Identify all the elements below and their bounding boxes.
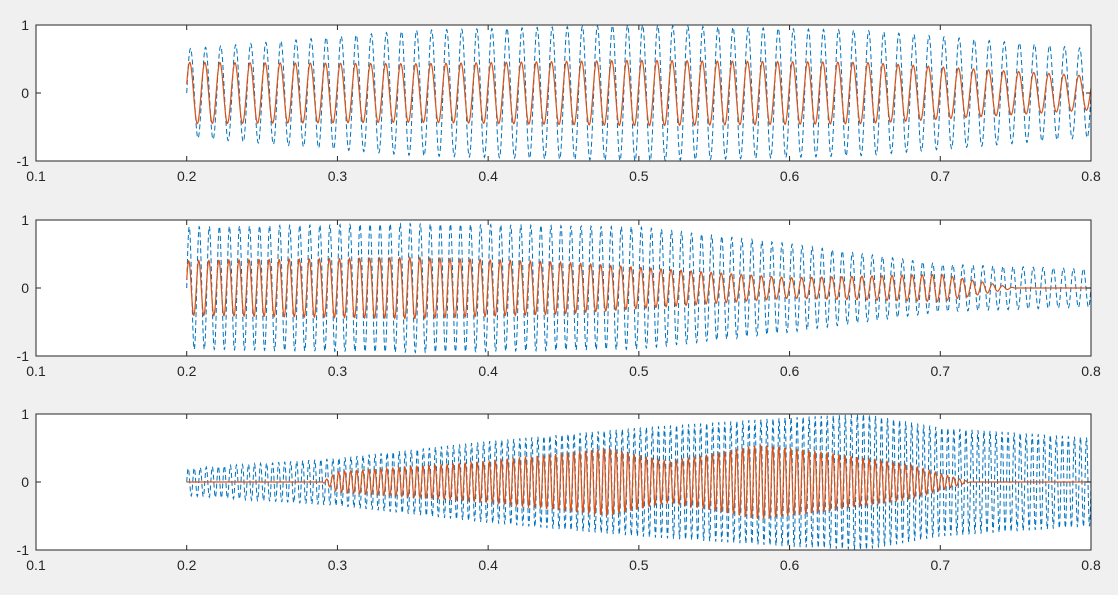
xtick-label: 0.4 bbox=[478, 168, 498, 184]
axes-border bbox=[35, 413, 1092, 551]
xtick-label: 0.6 bbox=[780, 557, 800, 573]
xtick-label: 0.2 bbox=[177, 168, 197, 184]
xtick-label: 0.4 bbox=[478, 557, 498, 573]
ytick-label-mid: 0 bbox=[21, 474, 29, 490]
xtick-label: 0.2 bbox=[177, 363, 197, 379]
series-line-solid bbox=[186, 59, 1092, 127]
ytick-label-bottom: -1 bbox=[17, 153, 30, 169]
xtick-label: 0.7 bbox=[931, 168, 951, 184]
series-line-dashed bbox=[186, 23, 1092, 163]
xtick-label: 0.4 bbox=[478, 363, 498, 379]
xtick-label: 0.1 bbox=[26, 363, 46, 379]
xtick-label: 0.1 bbox=[26, 557, 46, 573]
xtick-label: 0.2 bbox=[177, 557, 197, 573]
xtick-label: 0.5 bbox=[629, 557, 649, 573]
xtick-label: 0.3 bbox=[328, 168, 348, 184]
ytick-label-mid: 0 bbox=[21, 85, 29, 101]
xtick-label: 0.5 bbox=[629, 363, 649, 379]
xtick-label: 0.6 bbox=[780, 168, 800, 184]
series-layer bbox=[186, 414, 1092, 550]
ytick-label-top: 1 bbox=[21, 406, 29, 422]
series-layer bbox=[186, 23, 1092, 163]
ytick-label-top: 1 bbox=[21, 17, 29, 33]
ytick-label-top: 1 bbox=[21, 212, 29, 228]
xtick-label: 0.8 bbox=[1081, 363, 1101, 379]
xtick-label: 0.1 bbox=[26, 168, 46, 184]
ytick-label-mid: 0 bbox=[21, 280, 29, 296]
subplot-1: 1 0 -1 0.1 0.2 0.3 0.4 0.5 0.6 0.7 0.8 bbox=[17, 17, 1101, 184]
axes-box bbox=[35, 24, 1092, 162]
ytick-label-bottom: -1 bbox=[17, 348, 30, 364]
subplot-2: 1 0 -1 0.1 0.2 0.3 0.4 0.5 0.6 0.7 0.8 bbox=[17, 212, 1101, 379]
xtick-label: 0.8 bbox=[1081, 557, 1101, 573]
xtick-label: 0.7 bbox=[931, 557, 951, 573]
xtick-label: 0.8 bbox=[1081, 168, 1101, 184]
series-line-solid bbox=[186, 256, 1091, 320]
series-line-solid bbox=[186, 444, 1091, 520]
xtick-label: 0.5 bbox=[629, 168, 649, 184]
subplot-3: 1 0 -1 0.1 0.2 0.3 0.4 0.5 0.6 0.7 0.8 bbox=[17, 406, 1101, 573]
series-layer bbox=[186, 222, 1092, 354]
axes-border bbox=[35, 24, 1092, 162]
xtick-label: 0.3 bbox=[328, 363, 348, 379]
xtick-label: 0.7 bbox=[931, 363, 951, 379]
ytick-label-bottom: -1 bbox=[17, 542, 30, 558]
axes-border bbox=[35, 219, 1092, 357]
xtick-label: 0.3 bbox=[328, 557, 348, 573]
xtick-label: 0.6 bbox=[780, 363, 800, 379]
